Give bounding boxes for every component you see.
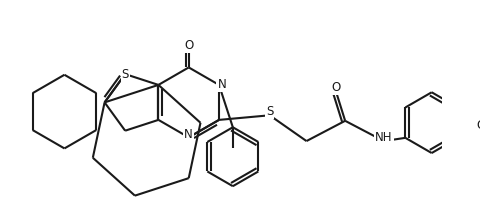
Text: O: O [184, 39, 193, 52]
Text: N: N [184, 128, 193, 141]
Text: O: O [331, 81, 341, 94]
Text: S: S [266, 105, 273, 118]
Text: N: N [217, 78, 226, 91]
Text: Cl: Cl [476, 119, 480, 132]
Text: S: S [121, 68, 129, 81]
Text: NH: NH [375, 131, 393, 144]
